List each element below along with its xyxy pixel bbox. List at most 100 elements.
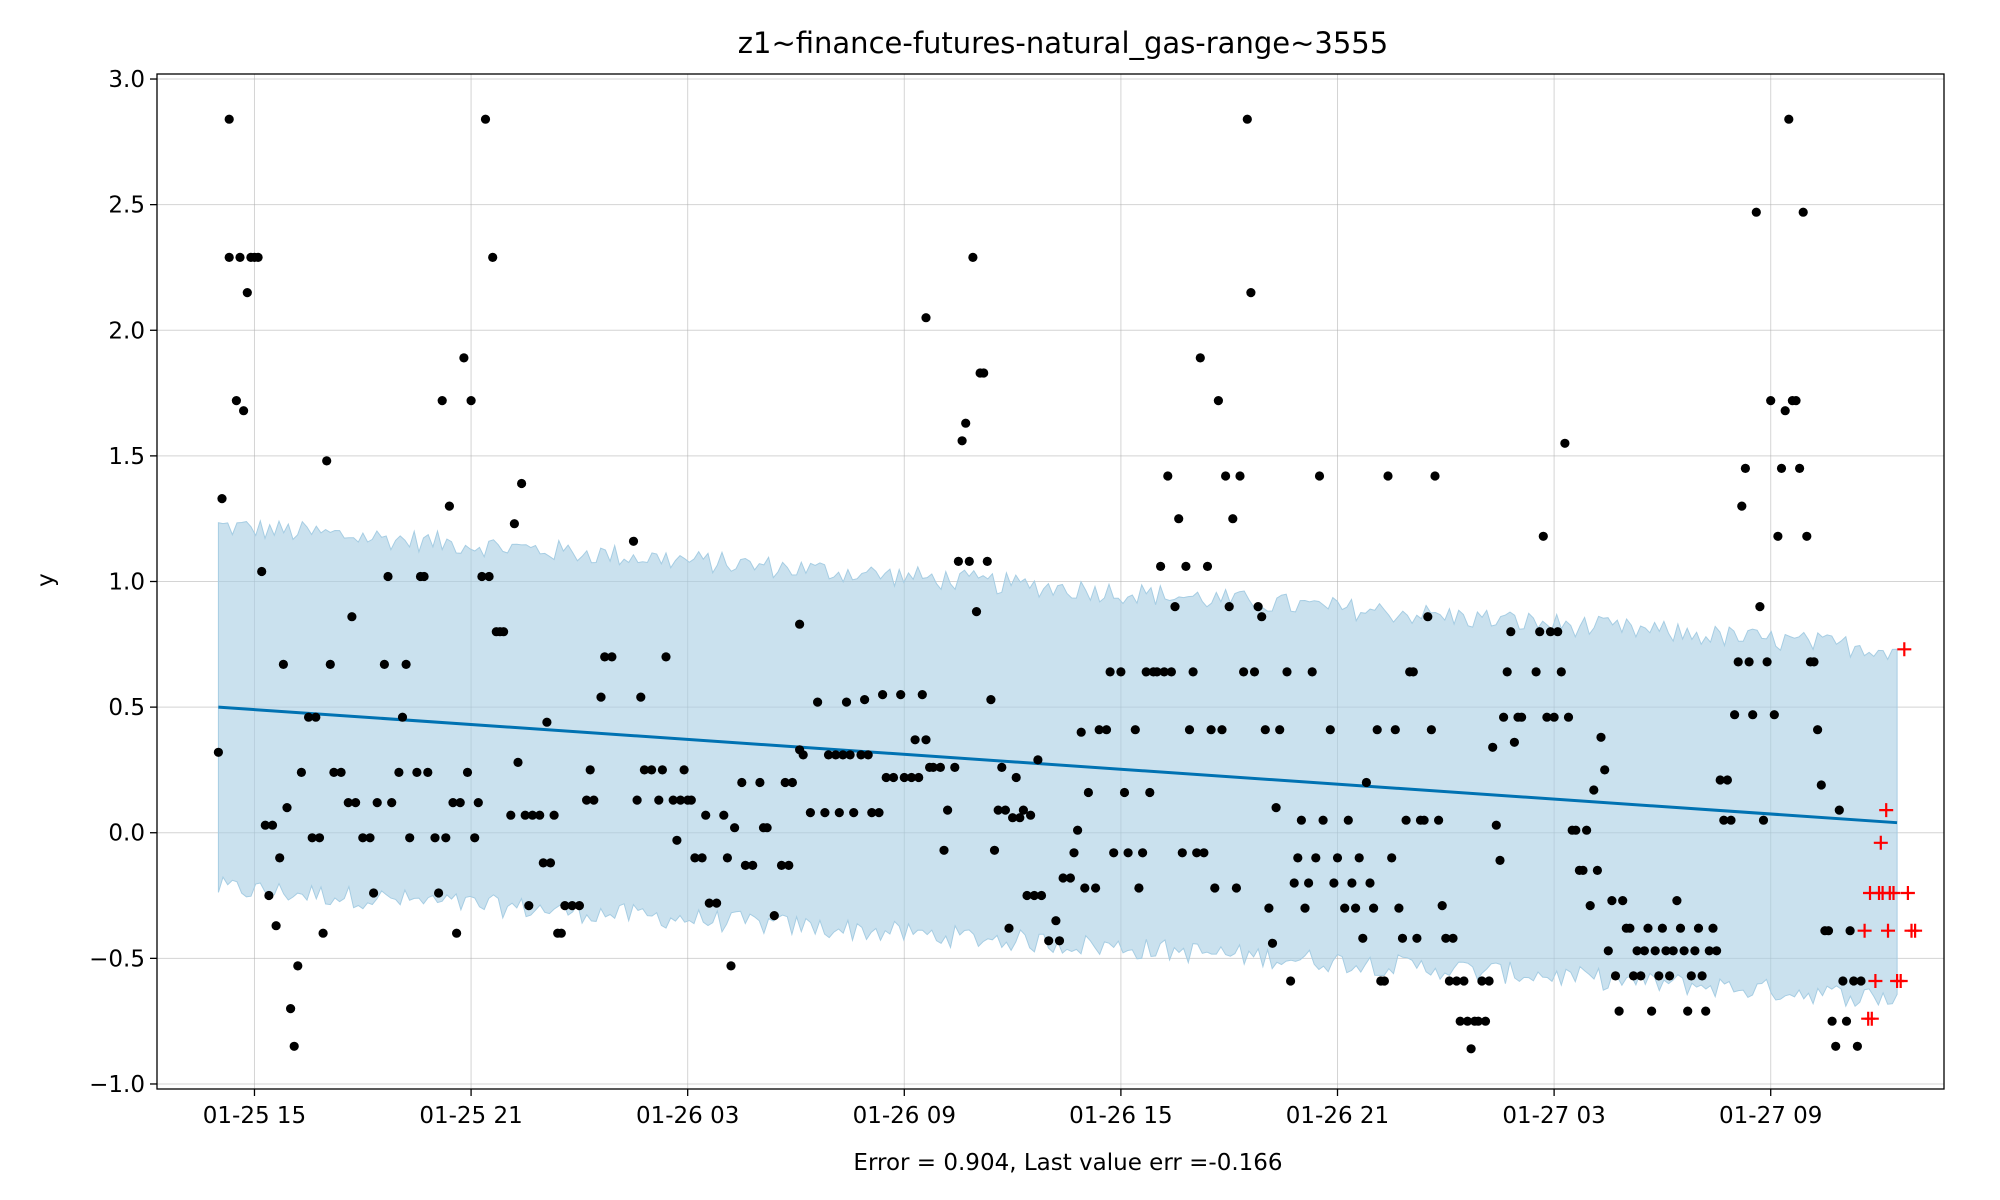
observed-point (1751, 207, 1761, 217)
observed-point (1314, 471, 1325, 481)
observed-point (841, 697, 852, 707)
observed-point (1163, 471, 1173, 481)
observed-point (322, 456, 332, 466)
observed-point (921, 313, 931, 323)
observed-point (264, 890, 274, 901)
observed-point (513, 757, 523, 768)
observed-point (596, 692, 606, 702)
observed-point (1585, 901, 1595, 911)
observed-point (329, 767, 339, 778)
observed-point (1123, 848, 1133, 858)
observed-point (1748, 710, 1758, 720)
observed-point (906, 772, 917, 783)
observed-point (351, 798, 361, 808)
observed-point (387, 798, 397, 808)
y-tick-label: 3.0 (108, 67, 145, 93)
observed-point (459, 353, 469, 363)
observed-point (1188, 667, 1198, 677)
observed-point (484, 571, 494, 582)
observed-point (293, 961, 303, 971)
observed-point (509, 519, 519, 529)
future-point (1897, 642, 1912, 657)
observed-point (1192, 848, 1202, 858)
observed-point (365, 833, 375, 843)
observed-point (1304, 878, 1314, 888)
observed-point (1665, 971, 1675, 981)
observed-point (574, 901, 585, 911)
observed-point (1661, 946, 1671, 956)
observed-point (325, 659, 335, 670)
observed-point (1408, 667, 1418, 677)
observed-point (1101, 725, 1112, 735)
trend-line-path (218, 705, 1898, 825)
observed-point (535, 810, 545, 820)
observed-point (1116, 667, 1126, 677)
observed-point (1383, 471, 1393, 481)
observed-point (448, 798, 458, 808)
observed-point (661, 652, 671, 662)
observed-point (1275, 725, 1285, 735)
observed-point (813, 697, 823, 707)
observed-point (1130, 725, 1140, 735)
observed-point (1036, 890, 1047, 901)
observed-point (347, 612, 357, 622)
observed-point (1784, 114, 1794, 124)
y-axis: 3.0 2.5 2.0 1.5 1.0 0.5 0.0 −0.5 −1.0 (89, 67, 157, 1098)
observed-point (780, 777, 790, 788)
observed-point (787, 777, 798, 788)
future-point (1881, 923, 1895, 938)
observed-point (267, 820, 278, 830)
observed-point (1618, 896, 1628, 906)
observed-point (1199, 848, 1209, 858)
observed-point (1221, 471, 1231, 481)
observed-point (1690, 946, 1700, 956)
observed-point (636, 692, 646, 702)
observed-point (888, 772, 899, 783)
observed-point (405, 833, 415, 843)
observed-point (986, 695, 996, 705)
observed-point (1798, 207, 1808, 217)
observed-point (1657, 923, 1667, 933)
observed-point (860, 695, 870, 705)
observed-point (672, 835, 682, 845)
observed-point (343, 798, 353, 808)
observed-point (1466, 1044, 1476, 1054)
observed-point (686, 795, 696, 805)
observed-point (217, 494, 227, 504)
observed-point (1841, 1016, 1852, 1026)
observed-point (1430, 471, 1440, 481)
observed-point (1340, 903, 1350, 913)
observed-point (1000, 805, 1011, 815)
observed-point (1246, 288, 1256, 298)
observed-point (896, 690, 906, 700)
observed-point (480, 114, 491, 124)
observed-point (1625, 923, 1635, 933)
observed-point (1834, 805, 1844, 815)
observed-point (784, 860, 794, 871)
observed-point (1094, 725, 1104, 735)
observed-point (1639, 946, 1649, 956)
observed-point (520, 810, 530, 820)
observed-point (1159, 667, 1169, 677)
observed-point (1286, 976, 1296, 986)
observed-point (286, 1004, 296, 1014)
observed-point (239, 406, 249, 416)
observed-point (1488, 742, 1498, 752)
observed-point (1325, 725, 1335, 735)
observed-point (462, 767, 473, 778)
observed-point (762, 823, 772, 833)
observed-point (1769, 710, 1779, 720)
observed-point (1249, 667, 1260, 677)
observed-point (1242, 114, 1252, 124)
observed-point (1517, 712, 1527, 722)
observed-point (278, 659, 288, 670)
observed-point (1318, 815, 1328, 825)
observed-point (430, 833, 440, 843)
observed-point (1264, 903, 1274, 913)
observed-point (1434, 815, 1444, 825)
observed-point (1354, 853, 1364, 863)
observed-point (1462, 1016, 1473, 1026)
observed-point (899, 772, 909, 783)
observed-point (289, 1041, 299, 1051)
observed-point (589, 795, 599, 805)
